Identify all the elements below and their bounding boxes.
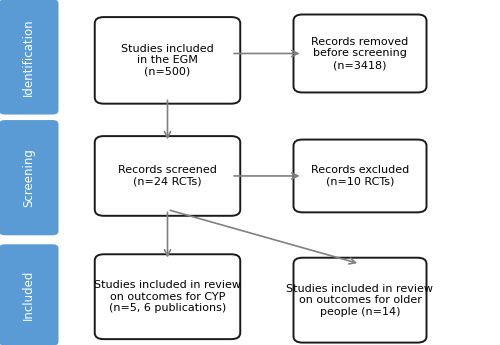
FancyBboxPatch shape bbox=[0, 244, 58, 345]
FancyBboxPatch shape bbox=[0, 120, 58, 235]
Text: Screening: Screening bbox=[22, 148, 35, 207]
FancyBboxPatch shape bbox=[294, 140, 426, 213]
Text: Records screened
(n=24 RCTs): Records screened (n=24 RCTs) bbox=[118, 165, 217, 187]
FancyBboxPatch shape bbox=[95, 254, 240, 339]
FancyBboxPatch shape bbox=[95, 136, 240, 216]
Text: Studies included in review
on outcomes for older
people (n=14): Studies included in review on outcomes f… bbox=[286, 284, 434, 317]
Text: Studies included in review
on outcomes for CYP
(n=5, 6 publications): Studies included in review on outcomes f… bbox=[94, 280, 241, 313]
FancyBboxPatch shape bbox=[95, 17, 240, 104]
Text: Included: Included bbox=[22, 270, 35, 320]
Text: Records removed
before screening
(n=3418): Records removed before screening (n=3418… bbox=[312, 37, 408, 70]
Text: Studies included
in the EGM
(n=500): Studies included in the EGM (n=500) bbox=[121, 44, 214, 77]
FancyBboxPatch shape bbox=[294, 258, 426, 343]
Text: Identification: Identification bbox=[22, 18, 35, 96]
FancyBboxPatch shape bbox=[0, 0, 58, 115]
FancyBboxPatch shape bbox=[294, 14, 426, 92]
Text: Records excluded
(n=10 RCTs): Records excluded (n=10 RCTs) bbox=[311, 165, 409, 187]
